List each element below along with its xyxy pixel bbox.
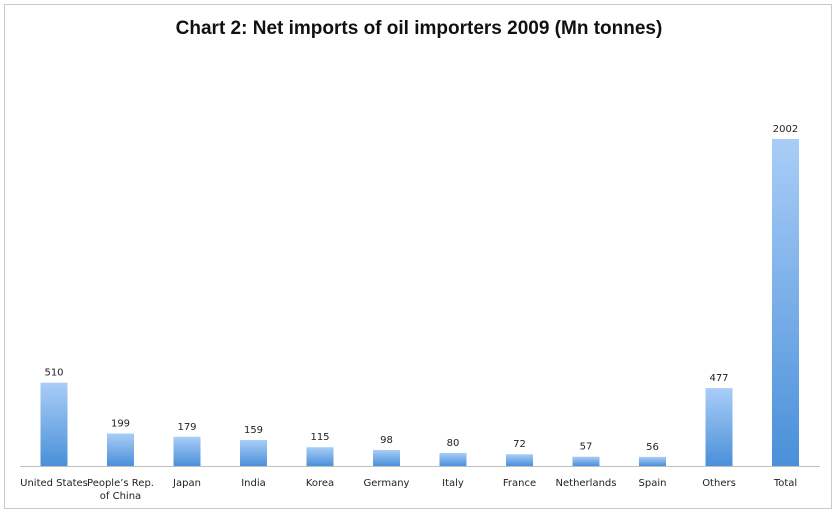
data-label: 199 bbox=[111, 418, 130, 429]
data-label: 477 bbox=[709, 373, 728, 384]
bar bbox=[705, 388, 733, 466]
category-label: United States bbox=[20, 478, 88, 489]
chart-frame bbox=[4, 4, 832, 509]
category-label: Others bbox=[702, 478, 736, 489]
category-label: France bbox=[503, 478, 536, 489]
bar bbox=[306, 447, 334, 466]
bar bbox=[173, 436, 201, 466]
category-label: India bbox=[241, 478, 266, 489]
bar bbox=[240, 440, 267, 466]
data-label: 80 bbox=[447, 438, 460, 449]
bar bbox=[772, 139, 799, 466]
category-label: of China bbox=[100, 491, 141, 502]
data-label: 510 bbox=[44, 368, 63, 379]
bar bbox=[40, 382, 68, 466]
bar bbox=[572, 456, 600, 466]
bars-group bbox=[40, 139, 799, 466]
category-label: Spain bbox=[639, 478, 667, 489]
category-label: People’s Rep. bbox=[87, 478, 154, 489]
data-label: 159 bbox=[244, 425, 263, 436]
category-label: Germany bbox=[364, 478, 410, 489]
bar bbox=[373, 449, 400, 466]
data-label: 57 bbox=[580, 442, 593, 453]
category-label: Korea bbox=[306, 478, 334, 489]
bar bbox=[107, 433, 134, 466]
category-labels-group: United States People’s Rep. of China Japan I… bbox=[20, 478, 797, 502]
data-label: 2002 bbox=[773, 124, 798, 135]
data-label: 179 bbox=[177, 422, 196, 433]
bar bbox=[439, 452, 467, 466]
bar bbox=[506, 454, 533, 466]
category-label: Italy bbox=[442, 478, 464, 489]
data-label: 72 bbox=[513, 439, 526, 450]
data-label: 115 bbox=[310, 432, 329, 443]
chart-title: Chart 2: Net imports of oil importers 20… bbox=[175, 18, 663, 39]
category-label: Netherlands bbox=[556, 478, 617, 489]
bar bbox=[639, 456, 666, 466]
data-label: 56 bbox=[646, 442, 659, 453]
category-label: Japan bbox=[172, 478, 201, 489]
category-label: Total bbox=[773, 478, 797, 489]
data-label: 98 bbox=[380, 435, 393, 446]
value-labels-group: 510 199 179 159 115 98 80 72 57 56 477 2002 bbox=[44, 124, 798, 453]
